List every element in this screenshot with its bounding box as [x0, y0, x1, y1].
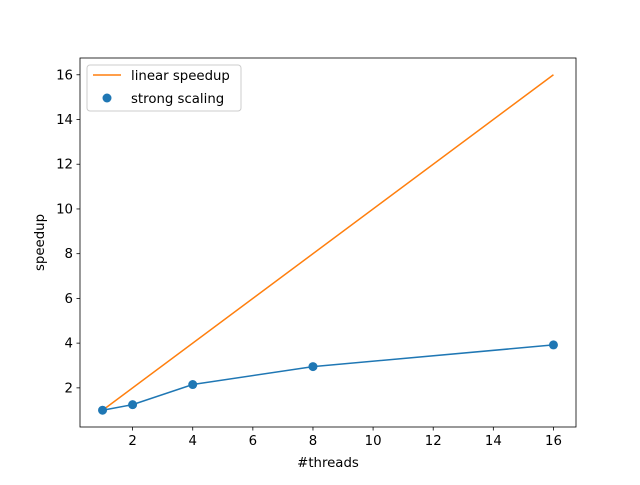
x-tick-label: 8 — [309, 434, 317, 449]
legend-label-strong-scaling: strong scaling — [131, 92, 224, 107]
strong-scaling-point — [98, 405, 108, 415]
y-tick-label: 8 — [65, 247, 73, 262]
y-tick-label: 6 — [65, 292, 73, 307]
y-tick-label: 10 — [56, 202, 73, 217]
y-tick-label: 12 — [56, 158, 73, 173]
x-tick-label: 12 — [425, 434, 442, 449]
strong-scaling-point — [128, 400, 138, 410]
legend-box — [86, 64, 242, 112]
y-tick-label: 14 — [56, 113, 73, 128]
x-axis-label: #threads — [297, 456, 359, 471]
strong-scaling-point — [308, 362, 318, 372]
x-tick-label: 10 — [365, 434, 382, 449]
x-tick-label: 16 — [545, 434, 562, 449]
y-axis-label: speedup — [33, 214, 48, 271]
axes-frame — [79, 57, 577, 428]
strong-scaling-point — [188, 380, 198, 390]
linear-speedup-line — [102, 74, 554, 411]
legend-dot-marker — [102, 93, 112, 103]
y-tick-label: 16 — [56, 68, 73, 83]
x-tick-label: 6 — [249, 434, 257, 449]
plot-area — [98, 74, 558, 415]
x-tick-label: 14 — [485, 434, 502, 449]
strong-scaling-point — [548, 340, 558, 350]
y-tick-label: 2 — [65, 381, 73, 396]
ticks: 2 4 6 8 10 12 14 16 2 4 6 8 10 12 14 16 — [56, 68, 562, 449]
x-tick-label: 4 — [188, 434, 196, 449]
y-tick-label: 4 — [65, 337, 73, 352]
legend: linear speedup strong scaling — [86, 64, 242, 112]
x-tick-label: 2 — [128, 434, 136, 449]
legend-label-linear-speedup: linear speedup — [131, 69, 230, 84]
